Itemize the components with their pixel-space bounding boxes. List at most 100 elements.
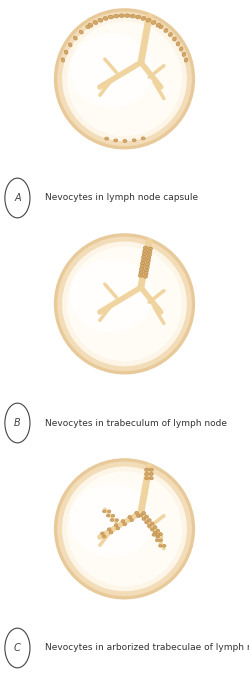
Ellipse shape	[145, 468, 149, 471]
Ellipse shape	[119, 14, 124, 18]
Ellipse shape	[156, 529, 160, 532]
Ellipse shape	[54, 234, 195, 375]
Ellipse shape	[105, 137, 109, 140]
Text: C: C	[14, 643, 21, 653]
Ellipse shape	[153, 526, 157, 529]
Ellipse shape	[145, 472, 149, 476]
Ellipse shape	[149, 477, 153, 480]
Ellipse shape	[137, 514, 140, 518]
Ellipse shape	[123, 140, 127, 142]
Ellipse shape	[156, 535, 160, 538]
Ellipse shape	[70, 259, 152, 333]
Ellipse shape	[150, 522, 154, 525]
Ellipse shape	[138, 273, 143, 277]
Ellipse shape	[142, 512, 146, 514]
Ellipse shape	[148, 524, 151, 527]
Ellipse shape	[143, 249, 147, 252]
Ellipse shape	[101, 532, 104, 535]
Ellipse shape	[142, 252, 146, 256]
Ellipse shape	[173, 37, 176, 41]
Ellipse shape	[141, 261, 145, 265]
Ellipse shape	[110, 519, 114, 521]
Ellipse shape	[70, 484, 152, 558]
Ellipse shape	[159, 539, 163, 541]
Ellipse shape	[109, 531, 113, 534]
Ellipse shape	[98, 18, 103, 22]
Ellipse shape	[88, 23, 93, 27]
Ellipse shape	[142, 517, 146, 520]
Ellipse shape	[70, 34, 152, 107]
Ellipse shape	[61, 58, 65, 62]
Ellipse shape	[159, 25, 163, 28]
Ellipse shape	[62, 16, 187, 141]
Ellipse shape	[57, 462, 192, 596]
Ellipse shape	[145, 521, 148, 524]
Ellipse shape	[111, 514, 115, 517]
Text: B: B	[14, 418, 21, 428]
Ellipse shape	[151, 20, 156, 24]
Ellipse shape	[145, 263, 150, 266]
Ellipse shape	[164, 28, 168, 32]
Ellipse shape	[107, 528, 111, 531]
Ellipse shape	[54, 8, 195, 149]
Ellipse shape	[57, 236, 192, 371]
Ellipse shape	[62, 242, 187, 367]
Ellipse shape	[153, 531, 157, 535]
Ellipse shape	[139, 514, 143, 517]
Ellipse shape	[146, 18, 151, 22]
Ellipse shape	[159, 545, 162, 547]
Ellipse shape	[73, 36, 77, 40]
Ellipse shape	[136, 16, 141, 19]
Ellipse shape	[128, 516, 131, 518]
Ellipse shape	[180, 47, 183, 51]
Ellipse shape	[64, 50, 68, 54]
Ellipse shape	[163, 545, 166, 547]
Ellipse shape	[135, 512, 138, 514]
Ellipse shape	[145, 515, 148, 518]
Ellipse shape	[143, 246, 148, 250]
Ellipse shape	[130, 518, 133, 522]
Ellipse shape	[156, 23, 161, 27]
Ellipse shape	[143, 275, 148, 278]
Ellipse shape	[115, 519, 119, 521]
Ellipse shape	[67, 22, 182, 136]
Ellipse shape	[102, 535, 106, 538]
Ellipse shape	[114, 14, 119, 18]
Ellipse shape	[141, 137, 145, 140]
Ellipse shape	[114, 139, 118, 142]
Ellipse shape	[144, 269, 149, 272]
Ellipse shape	[93, 20, 98, 24]
Ellipse shape	[54, 458, 195, 599]
Text: Nevocytes in trabeculum of lymph node: Nevocytes in trabeculum of lymph node	[45, 418, 227, 427]
Text: A: A	[14, 193, 21, 203]
Ellipse shape	[103, 17, 108, 20]
Ellipse shape	[132, 139, 136, 142]
Ellipse shape	[68, 43, 72, 47]
Text: Nevocytes in arborized trabeculae of lymph node: Nevocytes in arborized trabeculae of lym…	[45, 643, 249, 653]
Ellipse shape	[108, 16, 113, 19]
Text: Nevocytes in lymph node capsule: Nevocytes in lymph node capsule	[45, 194, 198, 202]
Ellipse shape	[159, 533, 162, 536]
Ellipse shape	[116, 527, 120, 530]
Ellipse shape	[169, 32, 172, 36]
Ellipse shape	[147, 256, 151, 260]
Ellipse shape	[106, 514, 110, 517]
Ellipse shape	[148, 250, 152, 254]
Ellipse shape	[176, 42, 180, 46]
Ellipse shape	[149, 468, 153, 471]
Ellipse shape	[152, 533, 155, 536]
Ellipse shape	[141, 259, 145, 262]
Ellipse shape	[148, 518, 151, 522]
Ellipse shape	[62, 466, 187, 591]
Ellipse shape	[121, 520, 125, 522]
Ellipse shape	[155, 539, 159, 541]
Ellipse shape	[147, 253, 151, 256]
Ellipse shape	[114, 524, 118, 527]
Ellipse shape	[146, 259, 150, 263]
Ellipse shape	[57, 11, 192, 146]
Ellipse shape	[148, 247, 152, 250]
Ellipse shape	[103, 510, 106, 512]
Ellipse shape	[123, 522, 126, 526]
Ellipse shape	[139, 267, 144, 271]
Ellipse shape	[140, 265, 144, 268]
